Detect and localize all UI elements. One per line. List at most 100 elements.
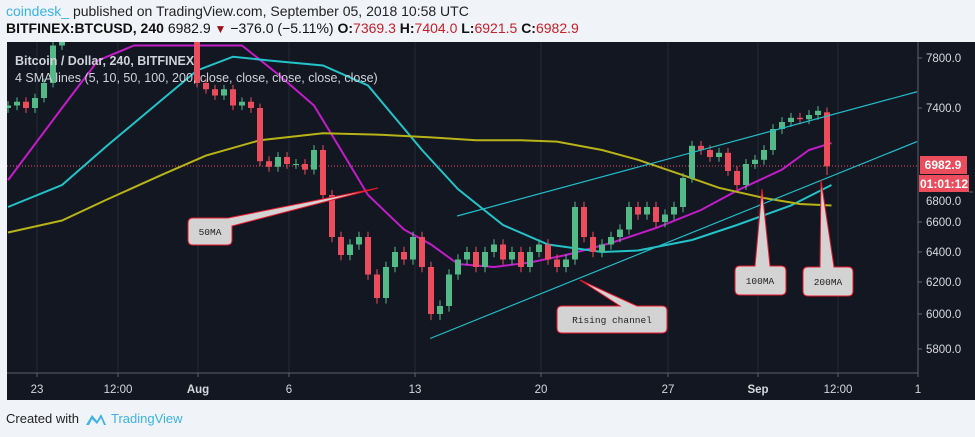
candle-body	[365, 237, 371, 275]
tradingview-brand: TradingView	[110, 411, 183, 426]
price-tick-label: 7800.0	[926, 53, 961, 65]
candle	[212, 84, 218, 100]
candle	[320, 145, 326, 201]
candle-body	[635, 207, 641, 215]
candle-body	[410, 237, 416, 260]
candle	[302, 159, 308, 175]
candle-body	[419, 237, 425, 267]
candle	[491, 239, 497, 258]
candle	[347, 239, 353, 261]
candle-body	[509, 252, 515, 260]
candle	[725, 147, 731, 176]
time-axis[interactable]: 23 12:00 Aug 6 13 20 27 Sep 12:00 1	[31, 373, 922, 396]
author-link[interactable]: coindesk_	[6, 3, 70, 19]
candle-body	[68, 8, 74, 21]
candle-body	[50, 45, 56, 83]
price-tick-label: 6400.0	[926, 247, 961, 259]
candle-body	[446, 274, 452, 306]
candle-body	[482, 252, 488, 267]
candle	[140, 4, 146, 19]
high-value: 7404.0	[414, 20, 458, 36]
time-tick-label: Sep	[747, 384, 768, 396]
candle	[662, 209, 668, 228]
price-tick-label: 6800.0	[926, 196, 961, 208]
candle-body	[518, 252, 524, 267]
candle-body	[581, 207, 587, 237]
candle-body	[725, 152, 731, 171]
candle-body	[617, 229, 623, 237]
candles	[7, 0, 830, 321]
candle-body	[545, 244, 551, 260]
candle	[95, 0, 101, 25]
candle	[23, 97, 29, 113]
candle-body	[491, 244, 497, 252]
candle	[113, 0, 119, 12]
tradingview-link[interactable]: TradingView	[85, 411, 183, 426]
candle	[239, 97, 245, 111]
candle-body	[230, 89, 236, 106]
candle-body	[689, 145, 695, 178]
channel-upper-line	[456, 91, 918, 217]
candle	[761, 145, 767, 165]
candle	[644, 201, 650, 220]
candle-body	[14, 101, 20, 106]
candle-body	[770, 129, 776, 150]
candle-body	[734, 171, 740, 185]
candle-body	[392, 252, 398, 267]
sma-50-line	[7, 44, 832, 269]
candle	[131, 0, 137, 19]
candle-body	[32, 98, 38, 108]
candle-body	[824, 112, 830, 167]
candle	[455, 254, 461, 280]
price-tick-label: 6000.0	[926, 309, 961, 321]
candle	[68, 4, 74, 25]
candle	[104, 4, 110, 25]
grid	[36, 42, 839, 373]
time-tick-label: Aug	[187, 384, 209, 396]
time-tick-label: 23	[31, 384, 44, 396]
candle	[383, 261, 389, 304]
candle	[671, 201, 677, 220]
candle	[392, 246, 398, 273]
candle	[572, 201, 578, 265]
candle-body	[194, 42, 200, 83]
candle	[464, 246, 470, 265]
candle-body	[221, 89, 227, 96]
candle-body	[158, 2, 164, 21]
candle	[176, 4, 182, 19]
candle	[473, 246, 479, 273]
candle-body	[680, 178, 686, 207]
candle-body	[347, 244, 353, 255]
candle	[338, 231, 344, 261]
candle-body	[293, 164, 299, 165]
candle	[518, 246, 524, 273]
candle-body	[131, 2, 137, 15]
candle-body	[626, 207, 632, 230]
candle	[194, 42, 200, 88]
candle	[158, 0, 164, 25]
candle	[536, 239, 542, 258]
candle	[401, 246, 407, 265]
candle-body	[428, 267, 434, 314]
callout-rising-channel-label: Rising channel	[572, 315, 652, 326]
candle	[221, 84, 227, 100]
candle-body	[248, 101, 254, 108]
footer: Created with TradingView	[6, 411, 183, 426]
candle-body	[302, 164, 308, 170]
candle	[617, 224, 623, 243]
candle	[86, 0, 92, 19]
candle	[554, 254, 560, 273]
sma-200-line	[7, 132, 832, 234]
legend-study[interactable]: 4 SMA lines (5, 10, 50, 100, 200, close,…	[15, 71, 378, 85]
candle	[590, 231, 596, 258]
candle-body	[41, 83, 47, 98]
time-tick-label: 13	[409, 384, 422, 396]
candle	[14, 97, 20, 111]
callout-rising-channel: Rising channel	[556, 279, 668, 334]
candle-body	[455, 259, 461, 275]
chart-legend: Bitcoin / Dollar, 240, BITFINEX 4 SMA li…	[15, 53, 378, 87]
price-axis[interactable]: 7800.0 7400.0 6800.0 6600.0 6400.0 6200.0 6000…	[918, 53, 973, 356]
price-tick-label: 6600.0	[926, 217, 961, 229]
candle-body	[662, 214, 668, 222]
